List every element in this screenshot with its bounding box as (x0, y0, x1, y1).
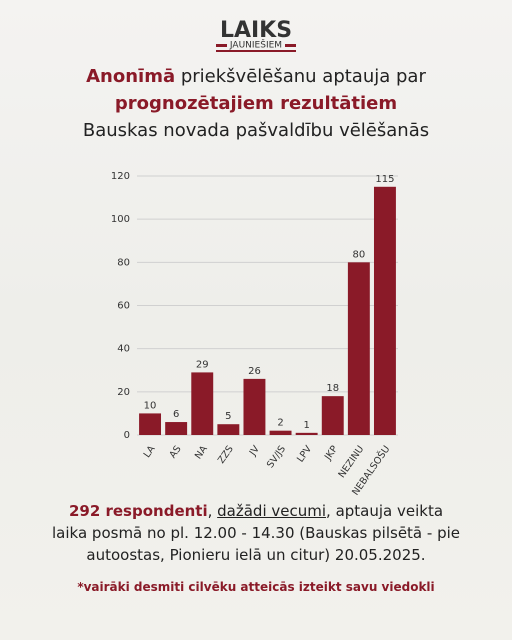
footer-text: , (207, 502, 218, 520)
header-line: prognozētajiem rezultātiem (114, 93, 398, 114)
y-tick-label: 120 (111, 171, 130, 182)
bar (373, 186, 396, 435)
y-tick-label: 20 (117, 387, 130, 398)
header-emph: Anonīmā (86, 66, 176, 87)
value-label: 2 (277, 418, 283, 429)
header-line: Anonīmā priekšvēlēšanu aptauja par (0, 66, 512, 87)
logo-bar (285, 44, 296, 47)
x-tick-label: SV/JS (265, 444, 288, 470)
bar (243, 378, 266, 435)
header-text: priekšvēlēšanu aptauja par (175, 66, 426, 87)
value-label: 29 (196, 359, 209, 370)
x-tick-label: NA (193, 443, 210, 461)
y-tick-label: 60 (117, 301, 130, 312)
value-label: 80 (352, 249, 365, 260)
footnote: *vairāki desmiti cilvēku atteicās izteik… (77, 580, 435, 594)
bar (295, 432, 318, 435)
bar (269, 430, 292, 435)
bar (347, 262, 370, 435)
logo-title: LAIKS (220, 18, 292, 43)
value-label: 5 (225, 411, 231, 422)
footer: 292 respondenti, dažādi vecumi, aptauja … (50, 500, 462, 566)
y-tick-label: 80 (117, 257, 130, 268)
value-label: 6 (173, 409, 179, 420)
value-label: 1 (303, 420, 309, 431)
header-line: Bauskas novada pašvaldību vēlēšanās (82, 120, 430, 141)
bar (165, 422, 188, 435)
x-tick-label: AS (167, 444, 183, 461)
value-label: 10 (144, 400, 157, 411)
footer-underline: dažādi vecumi (217, 502, 327, 520)
value-label: 26 (248, 366, 261, 377)
footer-text: , aptauja veikta laika posmā no pl. 12.0… (52, 502, 460, 564)
footer-emph: 292 respondenti (68, 502, 208, 520)
x-tick-label: LPV (295, 443, 314, 464)
y-tick-label: 100 (111, 214, 130, 225)
value-label: 115 (375, 174, 394, 185)
x-tick-label: JV (247, 443, 262, 458)
logo-bar (216, 50, 296, 52)
logo-bar (216, 44, 227, 47)
value-label: 18 (326, 383, 339, 394)
bar (217, 424, 240, 435)
y-tick-label: 0 (124, 430, 130, 441)
x-tick-label: ZZS (216, 444, 236, 466)
x-tick-label: LA (142, 443, 158, 460)
bar (321, 396, 344, 435)
logo-subtitle: JAUNIEŠIEM (229, 39, 282, 51)
y-tick-label: 40 (117, 344, 130, 355)
bar (191, 372, 214, 435)
bar (139, 413, 162, 435)
x-tick-label: JKP (322, 444, 340, 463)
